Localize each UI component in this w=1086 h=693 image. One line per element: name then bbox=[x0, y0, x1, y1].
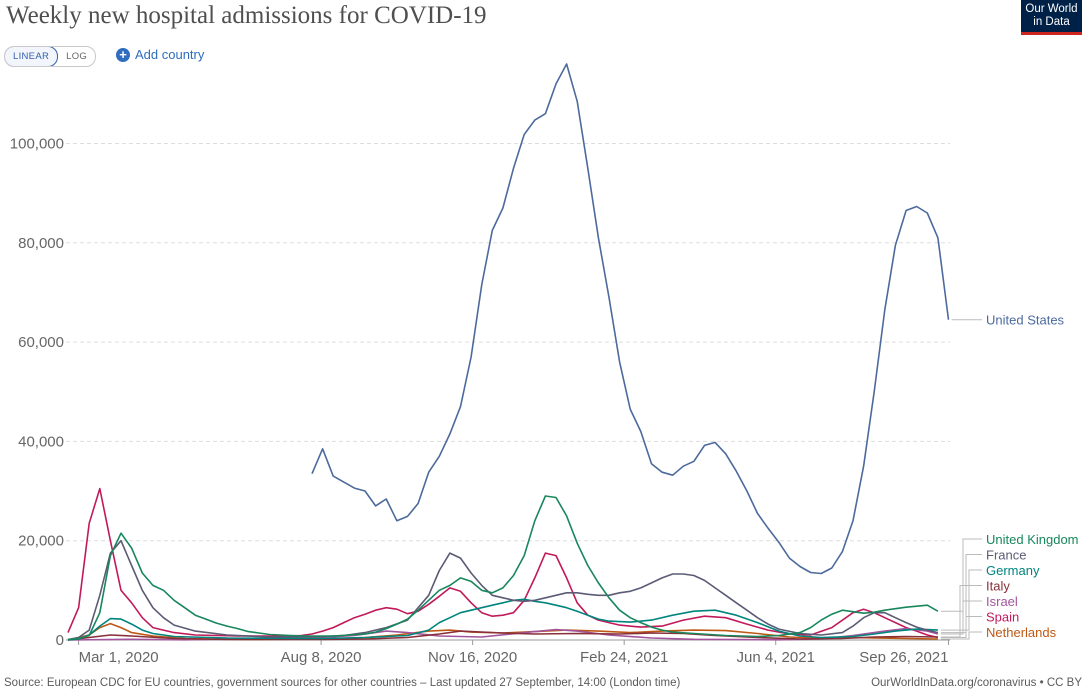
y-tick-label: 0 bbox=[56, 632, 64, 649]
series-lines bbox=[67, 63, 950, 641]
x-tick-label: Nov 16, 2020 bbox=[428, 649, 517, 666]
x-tick-label: Jun 4, 2021 bbox=[737, 649, 815, 666]
plus-icon: + bbox=[116, 47, 130, 62]
x-axis-ticks: Mar 1, 2020 Aug 8, 2020 Nov 16, 2020 Feb 24… bbox=[78, 640, 949, 666]
y-axis-ticks: 0 20,000 40,000 60,000 80,000 100,000 bbox=[10, 135, 64, 649]
series-line[interactable] bbox=[67, 539, 939, 641]
linear-scale-button[interactable]: LINEAR bbox=[5, 47, 59, 66]
credit-note[interactable]: OurWorldInData.org/coronavirus • CC BY bbox=[871, 677, 1082, 689]
series-line[interactable] bbox=[311, 63, 950, 575]
series-line[interactable] bbox=[67, 598, 938, 641]
chart-title: Weekly new hospital admissions for COVID… bbox=[6, 2, 487, 29]
scale-toggle: LINEAR LOG bbox=[4, 46, 97, 67]
x-tick-label: Sep 26, 2021 bbox=[859, 649, 948, 666]
series-labels: United States United KingdomFranceGermany… bbox=[940, 313, 1079, 640]
y-tick-label: 80,000 bbox=[18, 235, 64, 252]
y-tick-label: 60,000 bbox=[18, 334, 64, 351]
label-connector bbox=[940, 631, 982, 640]
series-line[interactable] bbox=[67, 630, 938, 641]
series-label[interactable]: Netherlands bbox=[986, 625, 1057, 640]
series-label[interactable]: Italy bbox=[986, 579, 1010, 594]
add-country-button[interactable]: + Add country bbox=[116, 47, 204, 62]
logo-line-2: in Data bbox=[1033, 16, 1070, 28]
series-label[interactable]: United States bbox=[986, 313, 1065, 328]
label-connector bbox=[940, 600, 982, 635]
x-tick-label: Feb 24, 2021 bbox=[580, 649, 668, 666]
logo-line-1: Our World bbox=[1025, 3, 1078, 15]
x-tick-label: Mar 1, 2020 bbox=[79, 649, 159, 666]
series-label[interactable]: Israel bbox=[986, 594, 1018, 609]
add-country-label: Add country bbox=[135, 47, 205, 62]
series-label[interactable]: France bbox=[986, 548, 1026, 563]
y-tick-label: 100,000 bbox=[10, 135, 64, 152]
grid-lines bbox=[66, 142, 950, 641]
series-line[interactable] bbox=[67, 495, 939, 641]
y-tick-label: 40,000 bbox=[18, 433, 64, 450]
x-tick-label: Aug 8, 2020 bbox=[281, 649, 362, 666]
label-connector bbox=[940, 554, 982, 634]
log-scale-button[interactable]: LOG bbox=[66, 51, 88, 62]
y-tick-label: 20,000 bbox=[18, 533, 64, 550]
series-line[interactable] bbox=[67, 487, 939, 639]
label-connector bbox=[940, 569, 982, 631]
label-connector bbox=[940, 616, 982, 638]
owid-logo[interactable]: Our World in Data bbox=[1021, 0, 1082, 35]
series-label[interactable]: United Kingdom bbox=[986, 532, 1079, 547]
source-note: Source: European CDC for EU countries, g… bbox=[4, 677, 681, 689]
series-label[interactable]: Spain bbox=[986, 610, 1019, 625]
series-label[interactable]: Germany bbox=[986, 563, 1040, 578]
label-connector bbox=[940, 538, 982, 612]
